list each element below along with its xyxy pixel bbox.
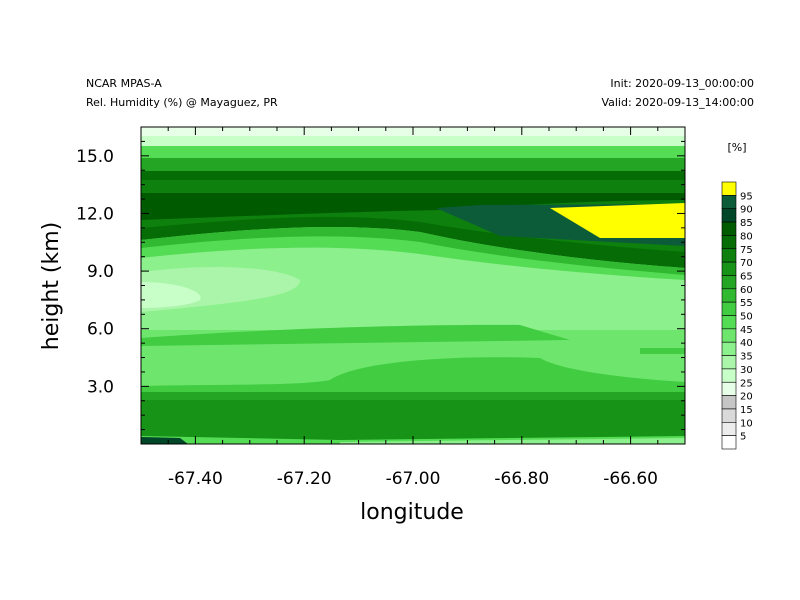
colorbar-box bbox=[721, 275, 737, 290]
colorbar-box bbox=[721, 288, 737, 303]
colorbar-box bbox=[721, 195, 737, 210]
colorbar-level-label: 70 bbox=[740, 258, 753, 269]
init-time-label: Init: 2020-09-13_00:00:00 bbox=[610, 77, 754, 90]
colorbar-box bbox=[721, 221, 737, 236]
colorbar-level-label: 10 bbox=[740, 418, 753, 429]
colorbar-box bbox=[721, 261, 737, 276]
x-tick-label: -67.20 bbox=[277, 469, 332, 489]
x-tick-label: -66.80 bbox=[494, 469, 549, 489]
contour-band bbox=[550, 203, 685, 238]
colorbar-box bbox=[721, 408, 737, 423]
contour-band bbox=[141, 158, 685, 171]
colorbar-level-label: 60 bbox=[740, 285, 753, 296]
valid-time-label: Valid: 2020-09-13_14:00:00 bbox=[601, 96, 754, 109]
colorbar-level-label: 90 bbox=[740, 205, 753, 216]
variable-location-label: Rel. Humidity (%) @ Mayaguez, PR bbox=[86, 96, 278, 109]
colorbar: 5 10 15 20 25 30 35 40 45 50 55 60 65 70 75 80 85 90 95 bbox=[721, 181, 753, 450]
x-axis: -67.40 -67.20 -67.00 -66.80 -66.60 bbox=[140, 127, 686, 489]
colorbar-box bbox=[721, 435, 737, 450]
colorbar-box bbox=[721, 181, 737, 196]
x-tick-label: -67.40 bbox=[168, 469, 223, 489]
contour-band bbox=[640, 348, 685, 354]
colorbar-level-label: 75 bbox=[740, 245, 753, 256]
colorbar-level-label: 85 bbox=[740, 218, 753, 229]
colorbar-box bbox=[721, 355, 737, 370]
colorbar-box bbox=[721, 328, 737, 343]
colorbar-level-label: 35 bbox=[740, 352, 753, 363]
contour-band bbox=[141, 193, 685, 220]
colorbar-box bbox=[721, 381, 737, 396]
contour-band bbox=[141, 282, 201, 308]
contour-band bbox=[141, 146, 685, 158]
x-axis-title: longitude bbox=[360, 500, 464, 525]
y-axis-title: height (km) bbox=[39, 222, 64, 350]
contour-band bbox=[340, 438, 685, 444]
colorbar-box bbox=[721, 235, 737, 250]
y-axis: 3.0 6.0 9.0 12.0 15.0 bbox=[76, 126, 685, 445]
y-tick-label: 15.0 bbox=[76, 147, 114, 167]
colorbar-box bbox=[721, 395, 737, 410]
colorbar-box bbox=[721, 315, 737, 330]
y-tick-label: 9.0 bbox=[87, 262, 114, 282]
contour-band bbox=[141, 324, 570, 346]
x-tick-label: -67.00 bbox=[386, 469, 441, 489]
colorbar-level-label: 25 bbox=[740, 378, 753, 389]
x-tick-label: -66.60 bbox=[603, 469, 658, 489]
colorbar-level-label: 50 bbox=[740, 312, 753, 323]
colorbar-unit-label: [%] bbox=[727, 141, 746, 154]
colorbar-level-label: 95 bbox=[740, 191, 753, 202]
colorbar-level-label: 40 bbox=[740, 338, 753, 349]
colorbar-level-label: 15 bbox=[740, 405, 753, 416]
colorbar-box bbox=[721, 368, 737, 383]
colorbar-level-label: 80 bbox=[740, 231, 753, 242]
colorbar-box bbox=[721, 248, 737, 263]
model-name-label: NCAR MPAS-A bbox=[86, 77, 162, 90]
contour-band bbox=[141, 136, 685, 146]
colorbar-box bbox=[721, 341, 737, 356]
colorbar-level-label: 65 bbox=[740, 271, 753, 282]
colorbar-level-label: 45 bbox=[740, 325, 753, 336]
y-tick-label: 3.0 bbox=[87, 377, 114, 397]
contour-fill bbox=[141, 127, 685, 444]
colorbar-box bbox=[721, 421, 737, 436]
y-tick-label: 12.0 bbox=[76, 204, 114, 224]
colorbar-level-label: 20 bbox=[740, 392, 753, 403]
colorbar-level-label: 5 bbox=[740, 432, 746, 443]
colorbar-level-label: 55 bbox=[740, 298, 753, 309]
colorbar-level-label: 30 bbox=[740, 365, 753, 376]
contour-band bbox=[141, 437, 188, 444]
colorbar-box bbox=[721, 301, 737, 316]
y-tick-label: 6.0 bbox=[87, 320, 114, 340]
colorbar-box bbox=[721, 208, 737, 223]
contour-band bbox=[141, 247, 685, 330]
